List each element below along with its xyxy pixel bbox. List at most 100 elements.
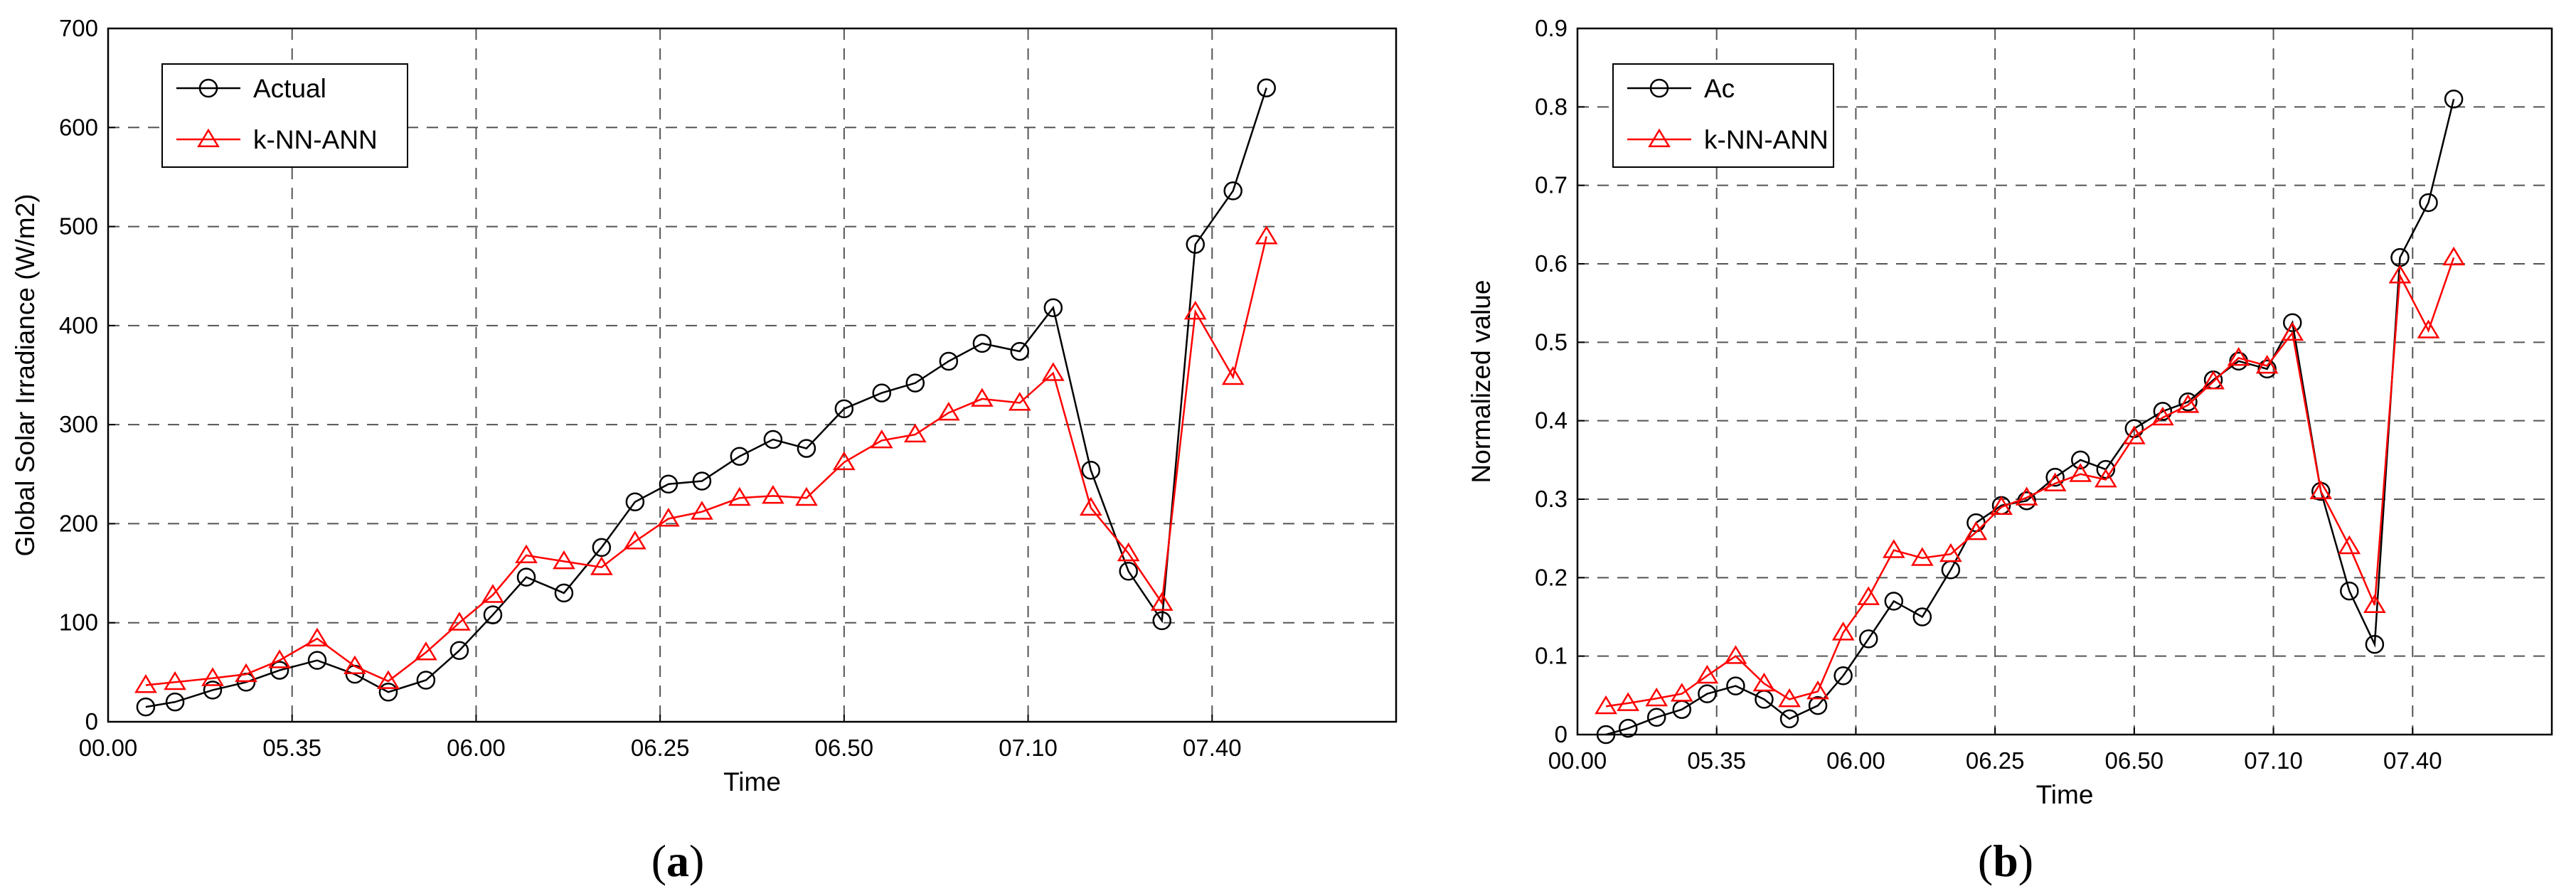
x-tick-label: 06.50 [2105,747,2164,774]
y-tick-label: 100 [59,609,98,636]
data-point [870,429,893,449]
data-point [2153,402,2173,421]
data-point [2070,450,2090,470]
y-tick-label: 0.2 [1535,564,1568,590]
data-point [1618,718,1638,738]
data-point [1808,695,1828,715]
data-point [2419,193,2438,213]
y-tick-label: 0.6 [1535,250,1568,277]
data-point [1645,687,1668,707]
y-tick-label: 0.3 [1535,486,1568,512]
data-point [1726,676,1745,695]
y-tick-label: 0.4 [1535,407,1568,434]
data-point [1152,611,1171,631]
data-point [2069,463,2092,482]
data-point [1990,496,2013,516]
data-point [730,447,750,466]
data-point [449,641,469,660]
data-point [2281,321,2304,341]
y-tick-label: 500 [59,213,98,240]
data-point [2340,581,2359,601]
data-point [306,627,329,646]
data-point [1939,543,1962,562]
data-point [2417,319,2440,338]
chart-a: 0 100 200 300 400 500 600 700 00.00 05.35 06.00 06.… [11,15,1398,796]
data-point [972,334,992,353]
data-point [481,584,504,603]
data-point [1752,672,1776,692]
data-point [2178,392,2198,412]
data-point [1617,692,1640,711]
series-line [1605,99,2455,736]
legend-marker [197,128,220,147]
data-point [1117,542,1140,562]
data-point [415,641,437,661]
x-tick-label: 07.40 [1183,735,1242,761]
data-point [903,423,927,443]
data-point [2257,359,2277,379]
data-point [1221,366,1245,385]
data-point [165,692,185,712]
data-point [2122,425,2146,444]
data-point [2151,406,2174,426]
legend: Actual k-NN-ANN [161,63,408,168]
data-point [590,556,613,575]
data-point [416,671,436,690]
grid [1577,28,2552,735]
data-point [554,583,574,603]
data-point [1255,225,1278,245]
data-point [553,550,575,570]
data-point [691,501,713,520]
data-point [515,544,538,563]
series-actual [1596,90,2464,745]
data-point [268,649,291,668]
data-point [872,383,892,402]
data-point [1596,725,1616,745]
legend-label: Actual [253,74,326,103]
data-point [1910,547,1934,566]
data-point [136,697,156,717]
series-line [145,236,1267,686]
data-point [2363,594,2386,613]
data-point [1670,683,1693,702]
data-point [728,486,751,506]
series-knn-ann [1595,246,2465,715]
data-point [1833,666,1853,686]
data-point [905,373,925,393]
y-tick-label: 200 [59,510,98,536]
y-tick-label: 0 [1555,721,1568,747]
series-line [145,87,1267,708]
x-tick-label: 07.40 [2383,747,2442,774]
data-point [203,681,223,700]
data-point [1186,235,1205,254]
data-point [1884,592,1904,611]
legend-marker [1649,78,1669,98]
data-point [797,439,816,458]
data-point [483,605,503,624]
data-point [164,671,186,690]
y-tick-label: 400 [59,312,98,338]
x-tick-label: 00.00 [79,735,138,761]
chart-b: 0 0.1 0.2 0.3 0.4 0.5 0.6 0.7 0.8 0.9 00.00 05.35 06… [1467,15,2553,809]
x-tick-label: 06.00 [447,735,506,761]
data-point [1646,708,1666,727]
y-axis-label: Normalized value [1467,280,1496,484]
data-point [1724,645,1747,664]
series-line [1605,257,2455,708]
data-point [2442,246,2465,266]
data-point [1079,496,1102,516]
x-tick-label: 07.10 [2244,747,2303,774]
data-point [448,612,471,631]
data-point [2227,346,2250,366]
data-point [1150,592,1173,611]
data-point [2096,459,2116,479]
data-point [763,430,783,449]
data-point [1806,680,1829,700]
x-tick-label: 06.25 [631,735,690,761]
x-tick-label: 05.35 [262,735,321,761]
y-tick-label: 0.9 [1535,15,1568,41]
data-point [1010,341,1030,361]
y-axis-label: Global Solar Irradiance (W/m2) [11,194,40,557]
grid [108,28,1396,722]
